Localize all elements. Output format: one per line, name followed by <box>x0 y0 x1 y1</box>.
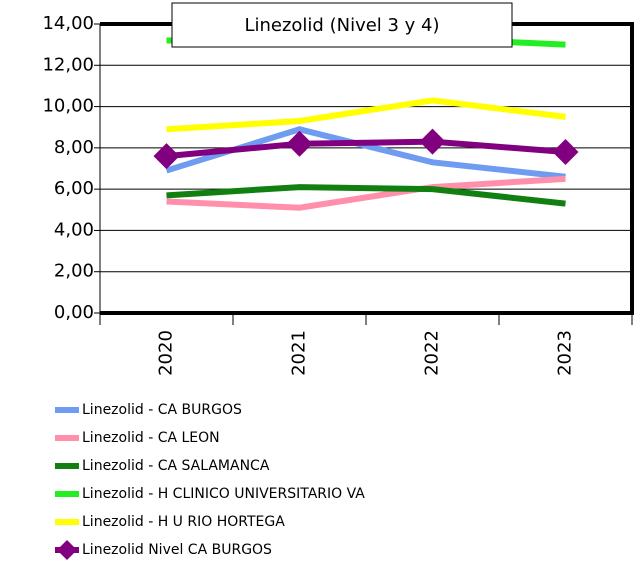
x-tick-label: 2021 <box>289 330 310 376</box>
legend-label: Linezolid - CA LEON <box>82 430 220 446</box>
legend-swatch <box>55 463 79 469</box>
marker <box>153 143 180 170</box>
legend-label: Linezolid - H CLINICO UNIVERSITARIO VA <box>82 486 365 502</box>
legend-label: Linezolid Nivel CA BURGOS <box>82 542 272 558</box>
x-tick-label: 2020 <box>156 330 177 376</box>
y-tick-label: 10,00 <box>42 96 94 117</box>
legend-swatch <box>55 519 79 525</box>
y-tick-label: 0,00 <box>54 302 94 323</box>
y-tick-label: 2,00 <box>54 261 94 282</box>
y-tick-label: 6,00 <box>54 178 94 199</box>
title-box <box>171 2 513 48</box>
series-line <box>166 175 566 211</box>
legend-swatch <box>55 435 79 441</box>
y-tick-label: 4,00 <box>54 219 94 240</box>
y-tick-label: 14,00 <box>42 13 94 34</box>
y-tick-label: 8,00 <box>54 137 94 158</box>
legend-swatch <box>55 491 79 497</box>
series-line <box>166 97 566 133</box>
marker <box>552 138 579 165</box>
legend-label: Linezolid - H U RIO HORTEGA <box>82 514 285 530</box>
marker <box>286 130 313 157</box>
legend-swatch <box>55 407 79 413</box>
legend-label: Linezolid - CA BURGOS <box>82 402 242 418</box>
plot-area: 0,00 2,00 4,00 6,00 8,00 10,00 12,00 14,00 2020 2… <box>42 13 634 376</box>
legend: Linezolid - CA BURGOS Linezolid - CA LEON… <box>55 402 365 560</box>
legend-marker <box>57 540 77 560</box>
chart-title: Linezolid (Nivel 3 y 4) <box>244 15 439 36</box>
legend-label: Linezolid - CA SALAMANCA <box>82 458 270 474</box>
series-line <box>166 138 566 160</box>
y-tick-label: 12,00 <box>42 54 94 75</box>
series-line <box>166 184 566 207</box>
x-tick-label: 2023 <box>555 330 576 376</box>
x-tick-label: 2022 <box>422 330 443 376</box>
marker <box>419 128 446 155</box>
